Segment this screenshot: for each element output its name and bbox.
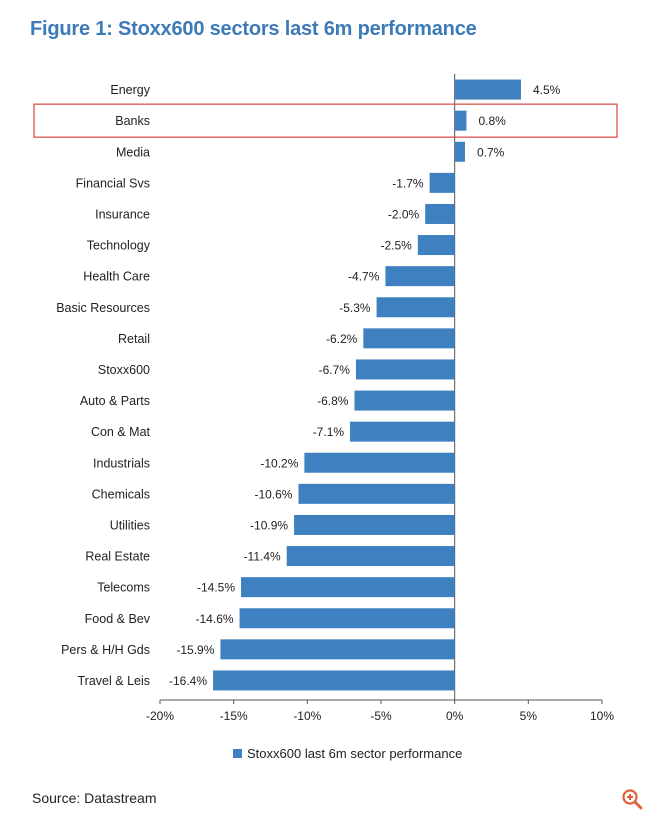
bar-18 — [220, 639, 455, 660]
bar-15 — [286, 546, 455, 567]
value-label-1: 0.8% — [478, 114, 506, 128]
legend-label: Stoxx600 last 6m sector performance — [247, 746, 462, 761]
value-label-11: -7.1% — [313, 425, 345, 439]
bar-11 — [350, 421, 455, 442]
source-note: Source: Datastream — [32, 790, 157, 806]
bar-4 — [425, 203, 455, 224]
bar-8 — [363, 328, 455, 349]
bar-2 — [454, 141, 465, 162]
category-label-13: Chemicals — [92, 487, 150, 501]
zoom-in-icon[interactable] — [620, 787, 644, 811]
x-tick-label-2: -10% — [293, 709, 321, 723]
value-label-4: -2.0% — [388, 207, 420, 221]
value-label-16: -14.5% — [197, 581, 235, 595]
x-tick-label-5: 5% — [520, 709, 538, 723]
value-label-19: -16.4% — [169, 674, 207, 688]
category-label-11: Con & Mat — [91, 425, 151, 439]
x-tick-label-0: -20% — [146, 709, 174, 723]
bar-1 — [454, 110, 467, 131]
category-label-10: Auto & Parts — [80, 394, 150, 408]
bar-3 — [429, 172, 455, 193]
value-label-7: -5.3% — [339, 301, 371, 315]
bar-19 — [213, 670, 455, 691]
x-tick-label-3: -5% — [370, 709, 392, 723]
value-label-3: -1.7% — [392, 176, 424, 190]
bar-7 — [376, 297, 455, 318]
category-label-12: Industrials — [93, 456, 150, 470]
value-label-14: -10.9% — [250, 518, 288, 532]
value-label-13: -10.6% — [254, 487, 292, 501]
category-label-5: Technology — [87, 239, 151, 253]
category-label-9: Stoxx600 — [98, 363, 150, 377]
category-label-17: Food & Bev — [85, 612, 151, 626]
legend-swatch — [233, 749, 242, 758]
category-label-1: Banks — [115, 114, 150, 128]
value-label-0: 4.5% — [533, 83, 561, 97]
category-label-18: Pers & H/H Gds — [61, 643, 150, 657]
bar-12 — [304, 452, 455, 473]
bar-6 — [385, 266, 455, 287]
bar-13 — [298, 483, 455, 504]
category-label-14: Utilities — [110, 518, 150, 532]
x-tick-label-1: -15% — [220, 709, 248, 723]
category-label-0: Energy — [110, 83, 150, 97]
value-label-8: -6.2% — [326, 332, 358, 346]
value-label-15: -11.4% — [244, 550, 281, 564]
category-label-7: Basic Resources — [56, 301, 150, 315]
value-label-10: -6.8% — [317, 394, 349, 408]
category-label-8: Retail — [118, 332, 150, 346]
bar-9 — [355, 359, 455, 380]
value-label-12: -10.2% — [260, 456, 298, 470]
zoom-in-icon-graphic — [622, 789, 643, 810]
value-label-5: -2.5% — [380, 239, 412, 253]
value-label-18: -15.9% — [176, 643, 214, 657]
bar-16 — [241, 577, 455, 598]
x-tick-label-4: 0% — [446, 709, 464, 723]
bar-0 — [454, 79, 521, 100]
category-label-4: Insurance — [95, 207, 150, 221]
bar-10 — [354, 390, 455, 411]
bar-14 — [294, 514, 455, 535]
chart-title: Figure 1: Stoxx600 sectors last 6m perfo… — [30, 18, 477, 40]
value-label-9: -6.7% — [319, 363, 351, 377]
category-label-2: Media — [116, 145, 150, 159]
x-tick-label-6: 10% — [590, 709, 614, 723]
category-label-19: Travel & Leis — [78, 674, 150, 688]
bar-5 — [417, 235, 455, 256]
category-label-16: Telecoms — [97, 581, 150, 595]
category-label-3: Financial Svs — [76, 176, 150, 190]
bar-17 — [239, 608, 455, 629]
highlight-box — [33, 103, 618, 138]
category-label-15: Real Estate — [85, 550, 150, 564]
value-label-2: 0.7% — [477, 145, 505, 159]
value-label-17: -14.6% — [196, 612, 234, 626]
category-label-6: Health Care — [83, 270, 150, 284]
value-label-6: -4.7% — [348, 270, 380, 284]
